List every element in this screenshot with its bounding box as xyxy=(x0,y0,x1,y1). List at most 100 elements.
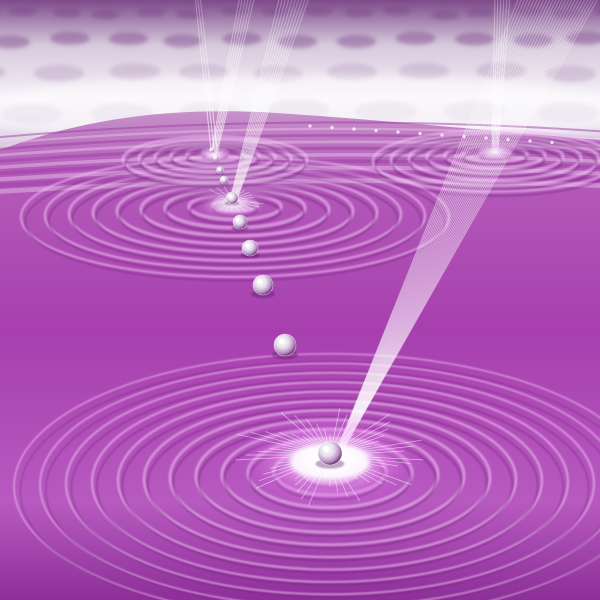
spark-ray xyxy=(236,433,331,456)
beam-line xyxy=(230,0,290,206)
glow xyxy=(196,146,232,162)
beam-line xyxy=(211,0,243,154)
beam-line xyxy=(492,0,499,151)
ripple-ring xyxy=(142,399,518,559)
sky-cell xyxy=(398,62,450,80)
beam-line xyxy=(340,0,576,451)
spark-ray xyxy=(251,431,331,456)
beam-line xyxy=(341,0,586,451)
ripple-shadow xyxy=(121,397,539,574)
beam-line xyxy=(496,0,508,151)
beam-line xyxy=(214,0,249,154)
spark-ray xyxy=(329,454,412,485)
spark-ray xyxy=(258,454,331,482)
light-beams xyxy=(194,0,598,451)
beam-line xyxy=(342,0,598,451)
sky-cell xyxy=(303,5,333,16)
spark-ray xyxy=(329,439,422,456)
sky-cell xyxy=(383,5,412,16)
pearl xyxy=(216,166,224,174)
pearl-highlight xyxy=(235,217,240,222)
beam-line xyxy=(338,0,541,451)
beam-line xyxy=(338,0,551,451)
pearl xyxy=(225,191,239,205)
beam-line xyxy=(342,0,595,451)
beam-line xyxy=(231,0,296,206)
pearl xyxy=(273,333,297,357)
ripple-ring xyxy=(13,352,600,600)
sky-cell xyxy=(595,7,600,16)
ripple-shadow xyxy=(95,388,565,586)
beam-line xyxy=(337,0,535,451)
sky-cell xyxy=(91,9,120,20)
pearl-highlight xyxy=(217,167,220,170)
pearl xyxy=(212,154,220,162)
sky-cell xyxy=(277,35,318,49)
ripple-ring xyxy=(64,371,596,596)
beam-line xyxy=(215,0,252,154)
beam-line xyxy=(339,0,563,451)
distant-pearl xyxy=(440,133,444,137)
beam-line xyxy=(233,0,306,206)
sky-cell xyxy=(108,32,149,46)
distant-pearl xyxy=(462,134,466,139)
beam-line xyxy=(493,0,502,151)
beam-line xyxy=(338,0,544,451)
sky-cell xyxy=(260,6,290,16)
spark-ray xyxy=(255,454,331,489)
beam-line xyxy=(231,0,293,206)
distant-pearl xyxy=(374,128,378,133)
ripple-shadow xyxy=(123,140,307,189)
sky-cell xyxy=(52,7,82,18)
beam-line xyxy=(338,0,548,451)
sky-cell xyxy=(0,35,30,49)
beam-line xyxy=(341,0,589,451)
sky-cell xyxy=(109,63,161,81)
ripple-ring xyxy=(39,362,600,600)
sky-cell xyxy=(475,62,527,80)
pearl xyxy=(209,147,215,153)
ripple-shadow xyxy=(70,379,590,598)
sky-cell xyxy=(454,32,495,46)
distant-pearl xyxy=(550,140,554,145)
spark-ray xyxy=(329,454,397,486)
distant-pearl xyxy=(528,139,532,143)
distant-pearl xyxy=(308,124,312,128)
pearl xyxy=(219,175,229,185)
pearl xyxy=(317,440,343,466)
beam-line xyxy=(336,0,522,451)
beam-line xyxy=(199,0,218,151)
beam-line xyxy=(212,0,246,154)
distant-pearl xyxy=(506,137,510,142)
glow xyxy=(473,143,517,161)
beam-line xyxy=(341,0,579,451)
distant-pearl xyxy=(396,130,400,134)
beam-line xyxy=(339,0,557,451)
beam-line xyxy=(340,0,573,451)
beam-line xyxy=(495,0,505,151)
spark-ray xyxy=(329,454,411,464)
pearl-highlight xyxy=(257,279,262,284)
ripple-ring xyxy=(116,390,544,571)
beam-line xyxy=(194,0,212,151)
beam-line xyxy=(340,0,567,451)
pearl xyxy=(241,239,259,257)
beam-line xyxy=(342,0,592,451)
pearl xyxy=(232,214,248,230)
sky-cell xyxy=(163,34,203,48)
sky-cell xyxy=(465,7,495,18)
beam-line xyxy=(232,0,299,206)
sky-cell xyxy=(33,64,85,82)
beam-line xyxy=(339,0,554,451)
spark-ray xyxy=(329,450,404,456)
beam-line xyxy=(228,0,280,206)
distant-pearl xyxy=(352,127,356,131)
pearl-highlight xyxy=(322,445,329,452)
beam-line xyxy=(197,0,215,151)
sky-cell xyxy=(395,31,436,45)
pearl-highlight xyxy=(278,338,284,344)
sky-cell xyxy=(0,66,6,78)
beam-line xyxy=(491,0,496,151)
ripple-shadow xyxy=(146,406,514,562)
